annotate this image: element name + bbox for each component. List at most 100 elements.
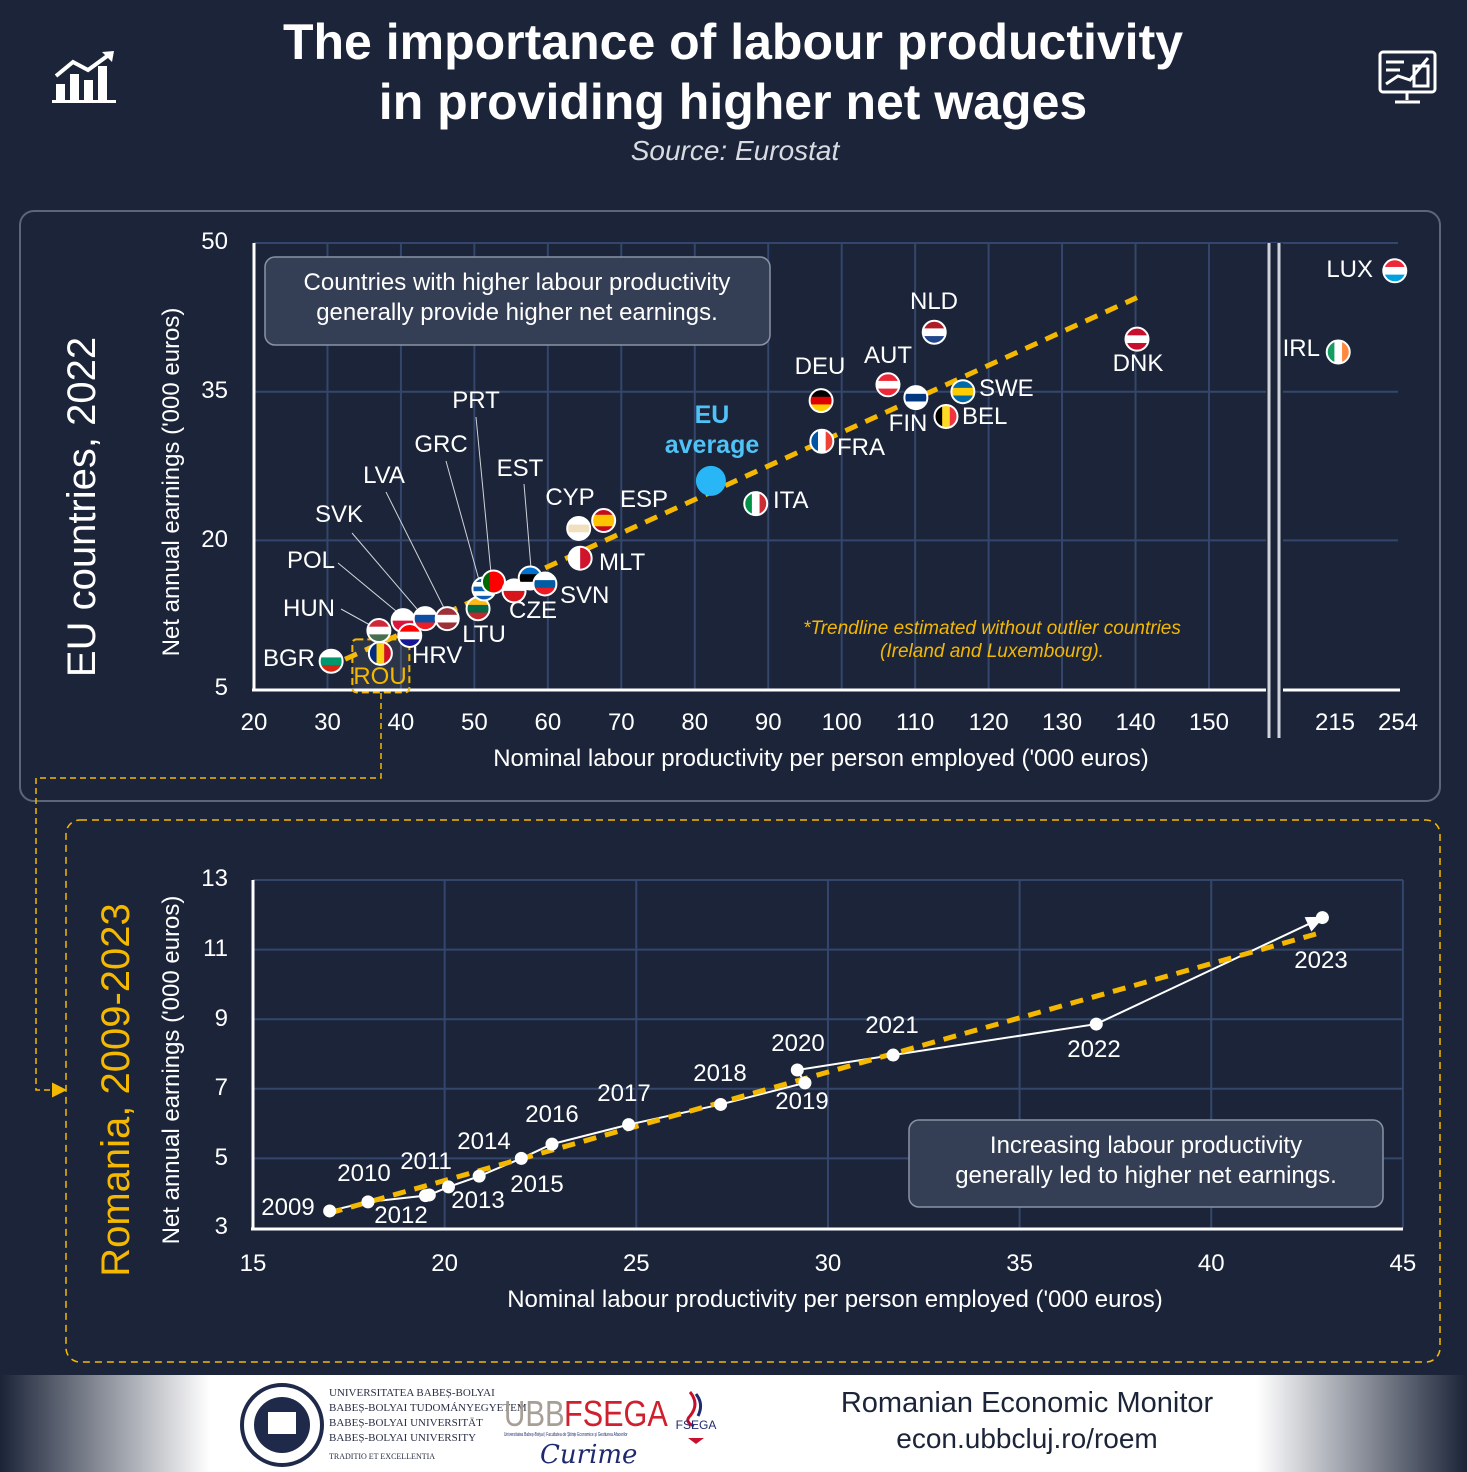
flag-bel-icon	[934, 404, 958, 428]
flag-border	[950, 379, 976, 405]
x-tick-label: 80	[681, 709, 709, 737]
point-label: LTU	[462, 621, 506, 649]
series-romania	[323, 911, 1329, 1218]
point-esp	[591, 508, 617, 534]
university-name-1: UNIVERSITATEA BABEȘ-BOLYAI	[329, 1387, 495, 1399]
point-label: CZE	[509, 597, 557, 625]
data-point	[622, 1118, 636, 1132]
fsega-subtitle: Universitatea Babeș-Bolyai | Facultatea …	[504, 1432, 628, 1438]
point-label: AUT	[864, 342, 912, 370]
university-seal-logo	[240, 1383, 324, 1467]
point-2016	[545, 1137, 559, 1151]
monitor-url[interactable]: econ.ubbcluj.ro/roem	[896, 1423, 1158, 1454]
point-label: CYP	[545, 484, 595, 512]
flag-border	[591, 508, 617, 534]
y-tick-label: 9	[214, 1004, 228, 1032]
point-label: GRC	[414, 431, 468, 459]
point-2009	[323, 1204, 337, 1218]
flag-svk-icon	[413, 607, 437, 631]
y-tick-label: 11	[203, 935, 228, 962]
x-tick-label: 15	[239, 1250, 267, 1278]
point-lux	[1382, 258, 1408, 284]
x-tick-label: 30	[314, 709, 341, 737]
point-2018	[714, 1097, 728, 1111]
x-tick-label: 254	[1377, 709, 1419, 737]
point-bgr	[318, 648, 344, 674]
point-label: ITA	[773, 487, 809, 515]
title-line-2: in providing higher net wages	[378, 74, 1088, 130]
flag-border	[903, 385, 929, 411]
point-est	[517, 483, 543, 591]
annotation-line-2: generally provide higher net earnings.	[316, 299, 718, 326]
annotation-line-2: generally led to higher net earnings.	[955, 1162, 1337, 1189]
flag-lux-icon	[1383, 259, 1407, 283]
flag-border	[808, 388, 834, 414]
year-label: 2023	[1294, 947, 1348, 975]
flag-mlt-icon	[568, 546, 592, 570]
point-label: POL	[286, 547, 335, 575]
university-name-2: BABEȘ-BOLYAI TUDOMÁNYEGYETEM	[329, 1402, 527, 1414]
flag-border	[480, 569, 506, 595]
point-swe	[950, 379, 976, 405]
flag-hun-icon	[367, 619, 391, 643]
x-tick-label: 100	[821, 709, 862, 737]
year-label: 2015	[510, 1171, 564, 1199]
eu-average-label-1: EU	[694, 401, 730, 429]
flag-border	[566, 515, 592, 541]
point-hrv	[397, 622, 423, 648]
year-label: 2022	[1067, 1036, 1121, 1064]
flag-fra-icon	[810, 429, 834, 453]
data-point	[422, 1188, 436, 1202]
point-2014	[472, 1169, 486, 1183]
footer-graphics	[0, 1375, 1467, 1472]
flag-bgr-icon	[319, 649, 343, 673]
point-bel	[933, 403, 959, 429]
y-axis-label-eu: Net annual earnings ('000 euros)	[158, 307, 185, 657]
flag-fin-icon	[904, 386, 928, 410]
point-cyp	[566, 515, 592, 541]
data-point	[361, 1195, 375, 1209]
panel-title-eu: EU countries, 2022	[60, 336, 104, 678]
point-2015	[514, 1151, 528, 1165]
university-name-3: BABEȘ-BOLYAI UNIVERSITÄT	[329, 1417, 483, 1429]
point-label: SWE	[979, 375, 1034, 403]
year-label: 2014	[457, 1128, 511, 1156]
point-irl	[1325, 339, 1351, 365]
axis-break	[1266, 243, 1283, 739]
year-label: 2016	[525, 1101, 579, 1129]
point-label: LVA	[363, 462, 405, 490]
x-tick-label: 45	[1389, 1250, 1417, 1278]
flag-border	[532, 571, 558, 597]
flag-border	[567, 545, 593, 571]
point-svn	[532, 571, 558, 597]
point-2012	[422, 1188, 436, 1202]
flag-border	[397, 622, 423, 648]
x-tick-label: 20	[240, 709, 268, 737]
flag-border	[434, 606, 460, 632]
flag-border	[875, 372, 901, 398]
x-tick-label: 90	[754, 709, 782, 737]
flag-border	[809, 428, 835, 454]
point-label: ESP	[620, 486, 669, 514]
panel-title-romania: Romania, 2009-2023	[94, 903, 138, 1277]
eu-average-point	[695, 465, 726, 496]
flag-irl-icon	[1326, 340, 1350, 364]
leader-line	[475, 416, 492, 574]
y-tick-label: 5	[214, 674, 228, 702]
y-tick-label: 35	[201, 377, 228, 405]
flag-border	[921, 319, 947, 345]
source-text: Source: Eurostat	[630, 135, 840, 166]
year-label: 2018	[693, 1060, 747, 1088]
point-2013	[441, 1180, 455, 1194]
point-fra	[809, 428, 835, 454]
flag-swe-icon	[951, 380, 975, 404]
flag-nld-icon	[922, 320, 946, 344]
point-label: ROU	[353, 663, 407, 691]
data-point	[886, 1048, 900, 1062]
x-axis-label-romania: Nominal labour productivity per person e…	[507, 1286, 1163, 1313]
x-tick-label: 30	[814, 1250, 842, 1278]
y-tick-label: 7	[214, 1074, 228, 1102]
x-tick-label: 60	[534, 709, 562, 737]
point-2010	[361, 1195, 375, 1209]
eu-countries-panel	[19, 210, 1441, 802]
